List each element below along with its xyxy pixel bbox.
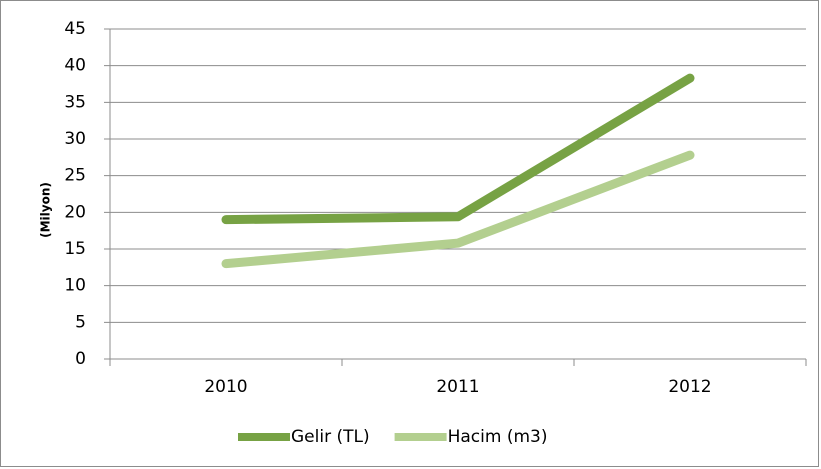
y-tick-label: 5 — [75, 312, 86, 332]
series-line — [221, 150, 695, 269]
x-tick-label: 2012 — [668, 377, 711, 397]
y-tick-label: 30 — [64, 129, 86, 149]
y-tick-label: 15 — [64, 239, 86, 259]
y-tick-label: 10 — [64, 276, 86, 296]
y-tick-label: 40 — [64, 56, 86, 76]
legend-label: Hacim (m3) — [448, 427, 548, 447]
series-line — [221, 73, 695, 225]
legend-label: Gelir (TL) — [291, 427, 370, 447]
y-tick-label: 0 — [75, 349, 86, 369]
x-tick-label: 2010 — [204, 377, 247, 397]
y-tick-label: 35 — [64, 92, 86, 112]
y-tick-label: 25 — [64, 166, 86, 186]
y-axis-label: (Milyon) — [39, 182, 53, 238]
x-tick-label: 2011 — [436, 377, 479, 397]
y-tick-label: 45 — [64, 19, 86, 39]
y-tick-label: 20 — [64, 202, 86, 222]
